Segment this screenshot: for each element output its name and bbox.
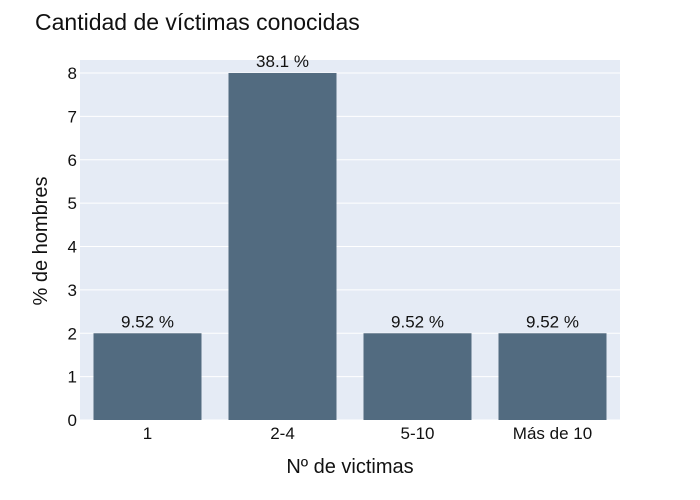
bar-data-label: 9.52 % <box>526 312 579 331</box>
bar <box>228 73 337 420</box>
y-axis-title: % de hombres <box>30 177 52 306</box>
y-axis-ticks: 0 1 2 3 4 5 6 7 8 <box>68 64 77 430</box>
bar-data-label: 9.52 % <box>121 312 174 331</box>
x-axis-ticks: 1 2-4 5-10 Más de 10 <box>143 424 592 443</box>
chart-title: Cantidad de víctimas conocidas <box>35 9 360 35</box>
bar <box>93 333 202 420</box>
bar-data-labels: 9.52 % 38.1 % 9.52 % 9.52 % <box>121 52 579 331</box>
bar-data-label: 9.52 % <box>391 312 444 331</box>
bar <box>498 333 607 420</box>
x-axis-title: Nº de victimas <box>286 456 413 478</box>
x-tick-label: 1 <box>143 424 152 443</box>
y-tick-label: 8 <box>68 64 77 83</box>
y-tick-label: 5 <box>68 194 77 213</box>
y-tick-label: 3 <box>68 281 77 300</box>
y-tick-label: 4 <box>68 238 77 257</box>
x-tick-label: 2-4 <box>270 424 295 443</box>
x-tick-label: 5-10 <box>400 424 434 443</box>
bar <box>363 333 472 420</box>
x-tick-label: Más de 10 <box>513 424 592 443</box>
y-tick-label: 6 <box>68 151 77 170</box>
bars <box>93 73 607 420</box>
y-tick-label: 1 <box>68 368 77 387</box>
y-tick-label: 0 <box>68 411 77 430</box>
y-tick-label: 7 <box>68 107 77 126</box>
y-tick-label: 2 <box>68 324 77 343</box>
bar-data-label: 38.1 % <box>256 52 309 71</box>
